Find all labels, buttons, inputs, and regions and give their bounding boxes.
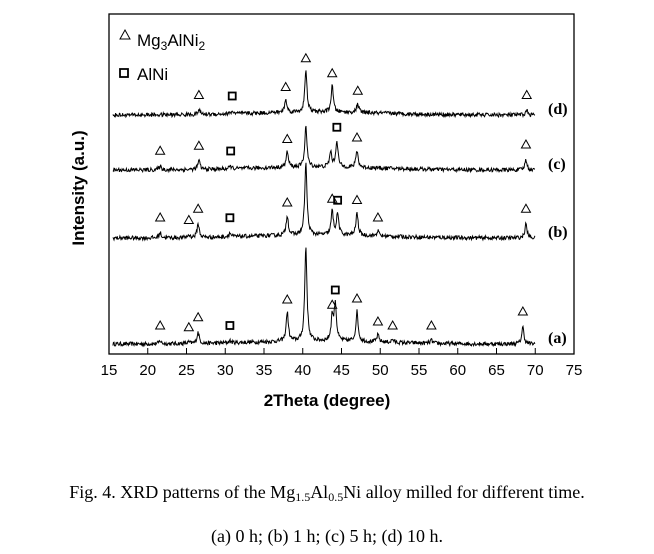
x-tick-label: 65 bbox=[488, 362, 505, 379]
mg3alni2-peak-marker bbox=[154, 145, 166, 155]
alni-peak-marker bbox=[225, 213, 235, 223]
x-tick-label: 20 bbox=[139, 362, 156, 379]
trace-labels: (a) (b) (c) (d) bbox=[548, 101, 568, 347]
mg3alni2-peak-marker bbox=[154, 319, 166, 330]
mg3alni2-peak-marker bbox=[300, 52, 312, 63]
x-tick-label: 55 bbox=[411, 362, 428, 379]
mg3alni2-peak-marker bbox=[193, 89, 205, 99]
xrd-trace-d bbox=[112, 70, 536, 119]
x-tick-label: 25 bbox=[178, 362, 195, 379]
xrd-trace-b bbox=[112, 162, 536, 242]
xrd-trace-a bbox=[112, 247, 536, 348]
figure-caption-line-2: (a) 0 h; (b) 1 h; (c) 5 h; (d) 10 h. bbox=[211, 526, 443, 546]
x-tick-label: 60 bbox=[449, 362, 466, 379]
mg3alni2-peak-marker bbox=[192, 203, 204, 213]
mg3alni2-peak-marker bbox=[352, 85, 364, 95]
mg3alni2-peak-marker bbox=[520, 203, 532, 213]
phase-markers bbox=[154, 52, 533, 332]
alni-peak-marker bbox=[333, 195, 343, 205]
mg3alni2-peak-marker bbox=[281, 293, 293, 304]
trace-label-d: (d) bbox=[548, 101, 568, 118]
x-tick-label: 30 bbox=[217, 362, 234, 379]
x-tick-label: 70 bbox=[527, 362, 544, 379]
mg3alni2-peak-marker bbox=[192, 311, 204, 322]
mg3alni2-peak-marker bbox=[372, 211, 384, 222]
alni-peak-marker bbox=[332, 122, 342, 132]
plot-frame bbox=[108, 13, 575, 355]
mg3alni2-peak-marker bbox=[326, 67, 338, 78]
x-tick-label: 50 bbox=[372, 362, 389, 379]
x-axis: 15 20 25 30 35 40 45 50 55 60 65 70 75 bbox=[101, 348, 583, 379]
legend-square-marker bbox=[119, 68, 129, 78]
alni-peak-marker bbox=[330, 285, 340, 295]
x-tick-label: 40 bbox=[294, 362, 311, 379]
mg3alni2-peak-marker bbox=[520, 138, 532, 149]
trace-label-c: (c) bbox=[548, 156, 566, 173]
mg3alni2-peak-marker bbox=[280, 81, 292, 91]
mg3alni2-peak-marker bbox=[521, 89, 533, 99]
x-tick-label: 75 bbox=[566, 362, 583, 379]
alni-peak-marker bbox=[226, 146, 236, 156]
x-axis-label: 2Theta (degree) bbox=[264, 391, 391, 410]
mg3alni2-peak-marker bbox=[326, 193, 338, 203]
mg3alni2-peak-marker bbox=[351, 131, 363, 142]
mg3alni2-peak-marker bbox=[183, 321, 195, 332]
mg3alni2-peak-marker bbox=[183, 214, 195, 224]
mg3alni2-peak-marker bbox=[351, 194, 363, 204]
figure-caption-line-1: Fig. 4. XRD patterns of the Mg1.5Al0.5Ni… bbox=[69, 482, 585, 504]
mg3alni2-peak-marker bbox=[351, 292, 363, 303]
trace-label-a: (a) bbox=[548, 330, 567, 347]
xrd-trace-c bbox=[112, 125, 536, 174]
mg3alni2-peak-marker bbox=[281, 133, 293, 143]
trace-label-b: (b) bbox=[548, 224, 568, 241]
y-axis-label: Intensity (a.u.) bbox=[69, 130, 88, 245]
mg3alni2-peak-marker bbox=[193, 140, 205, 150]
mg3alni2-peak-marker bbox=[387, 319, 399, 330]
legend-label-alni: AlNi bbox=[137, 65, 168, 84]
xrd-traces bbox=[112, 70, 536, 348]
mg3alni2-peak-marker bbox=[372, 315, 384, 326]
mg3alni2-peak-marker bbox=[426, 319, 437, 330]
legend: Mg3AlNi2 AlNi bbox=[119, 28, 205, 84]
legend-triangle-marker bbox=[119, 28, 131, 40]
alni-peak-marker bbox=[227, 91, 237, 101]
xrd-chart: 15 20 25 30 35 40 45 50 55 60 65 70 75 (a)(b)(c)(d) … bbox=[69, 13, 583, 410]
mg3alni2-peak-marker bbox=[281, 196, 293, 207]
alni-peak-marker bbox=[225, 321, 235, 330]
mg3alni2-peak-marker bbox=[326, 299, 338, 309]
x-tick-label: 15 bbox=[101, 362, 118, 379]
x-tick-label: 35 bbox=[256, 362, 273, 379]
mg3alni2-peak-marker bbox=[517, 305, 529, 316]
legend-label-mg3alni2: Mg3AlNi2 bbox=[137, 31, 205, 53]
mg3alni2-peak-marker bbox=[154, 211, 166, 222]
x-tick-label: 45 bbox=[333, 362, 350, 379]
